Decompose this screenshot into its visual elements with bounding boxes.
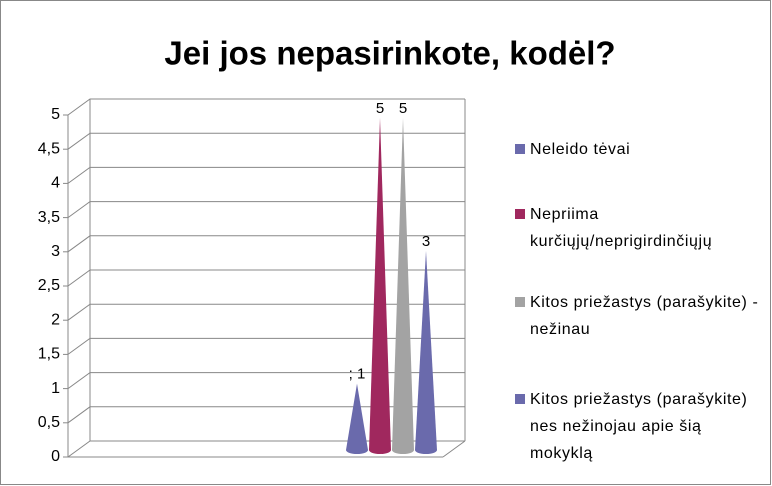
cone-body [392, 118, 414, 454]
grid-line [67, 132, 465, 150]
data-label: ; 1 [349, 366, 366, 383]
cone [392, 118, 414, 454]
legend-label: Kitos priežastys (parašykite) -nežinau [530, 294, 759, 338]
data-label: 5 [376, 100, 384, 117]
y-tick-label: 4 [51, 175, 60, 192]
grid-line [67, 166, 465, 184]
y-tick-label: 4,5 [38, 140, 60, 157]
floor-edge [442, 440, 466, 458]
cone-body [346, 383, 368, 454]
y-tick-label: 0,5 [38, 414, 60, 431]
y-tick-label: 5 [51, 106, 60, 123]
legend-entry: Kitos priežastys (parašykite) nes nežino… [515, 386, 760, 467]
grid-line [67, 201, 465, 219]
data-label: 3 [422, 233, 430, 250]
legend-swatch [515, 297, 525, 307]
cone-body [369, 118, 391, 454]
y-tick-label: 1 [51, 380, 60, 397]
legend-entry: Nepriima kurčiųjų/neprigirdinčiųjų [515, 201, 760, 255]
grid-line [67, 269, 465, 287]
cone [415, 250, 437, 454]
cone [369, 118, 391, 454]
legend-label: Nepriima kurčiųjų/neprigirdinčiųjų [530, 206, 713, 250]
y-tick-label: 3,5 [38, 209, 60, 226]
grid-line [67, 235, 465, 253]
legend-swatch [515, 394, 525, 404]
grid-line [67, 372, 465, 390]
legend-swatch [515, 209, 525, 219]
cone [346, 383, 368, 454]
grid-line [67, 406, 465, 424]
cone-body [415, 250, 437, 454]
legend-entry: Kitos priežastys (parašykite) -nežinau [515, 289, 760, 343]
legend-entry: Neleido tėvai [515, 136, 760, 163]
grid-line [67, 337, 465, 355]
y-tick-label: 2 [51, 311, 60, 328]
grid-line [67, 98, 465, 116]
chart-title: Jei jos nepasirinkote, kodėl? [164, 35, 615, 72]
y-tick-label: 0 [51, 448, 60, 465]
legend-swatch [515, 144, 525, 154]
grid-line [67, 440, 465, 458]
y-tick-label: 2,5 [38, 277, 60, 294]
data-label: 5 [399, 100, 407, 117]
y-tick-label: 3 [51, 243, 60, 260]
legend-label: Neleido tėvai [530, 141, 631, 158]
legend-label: Kitos priežastys (parašykite) nes nežino… [530, 391, 748, 462]
grid-line [67, 303, 465, 321]
y-tick-label: 1,5 [38, 346, 60, 363]
